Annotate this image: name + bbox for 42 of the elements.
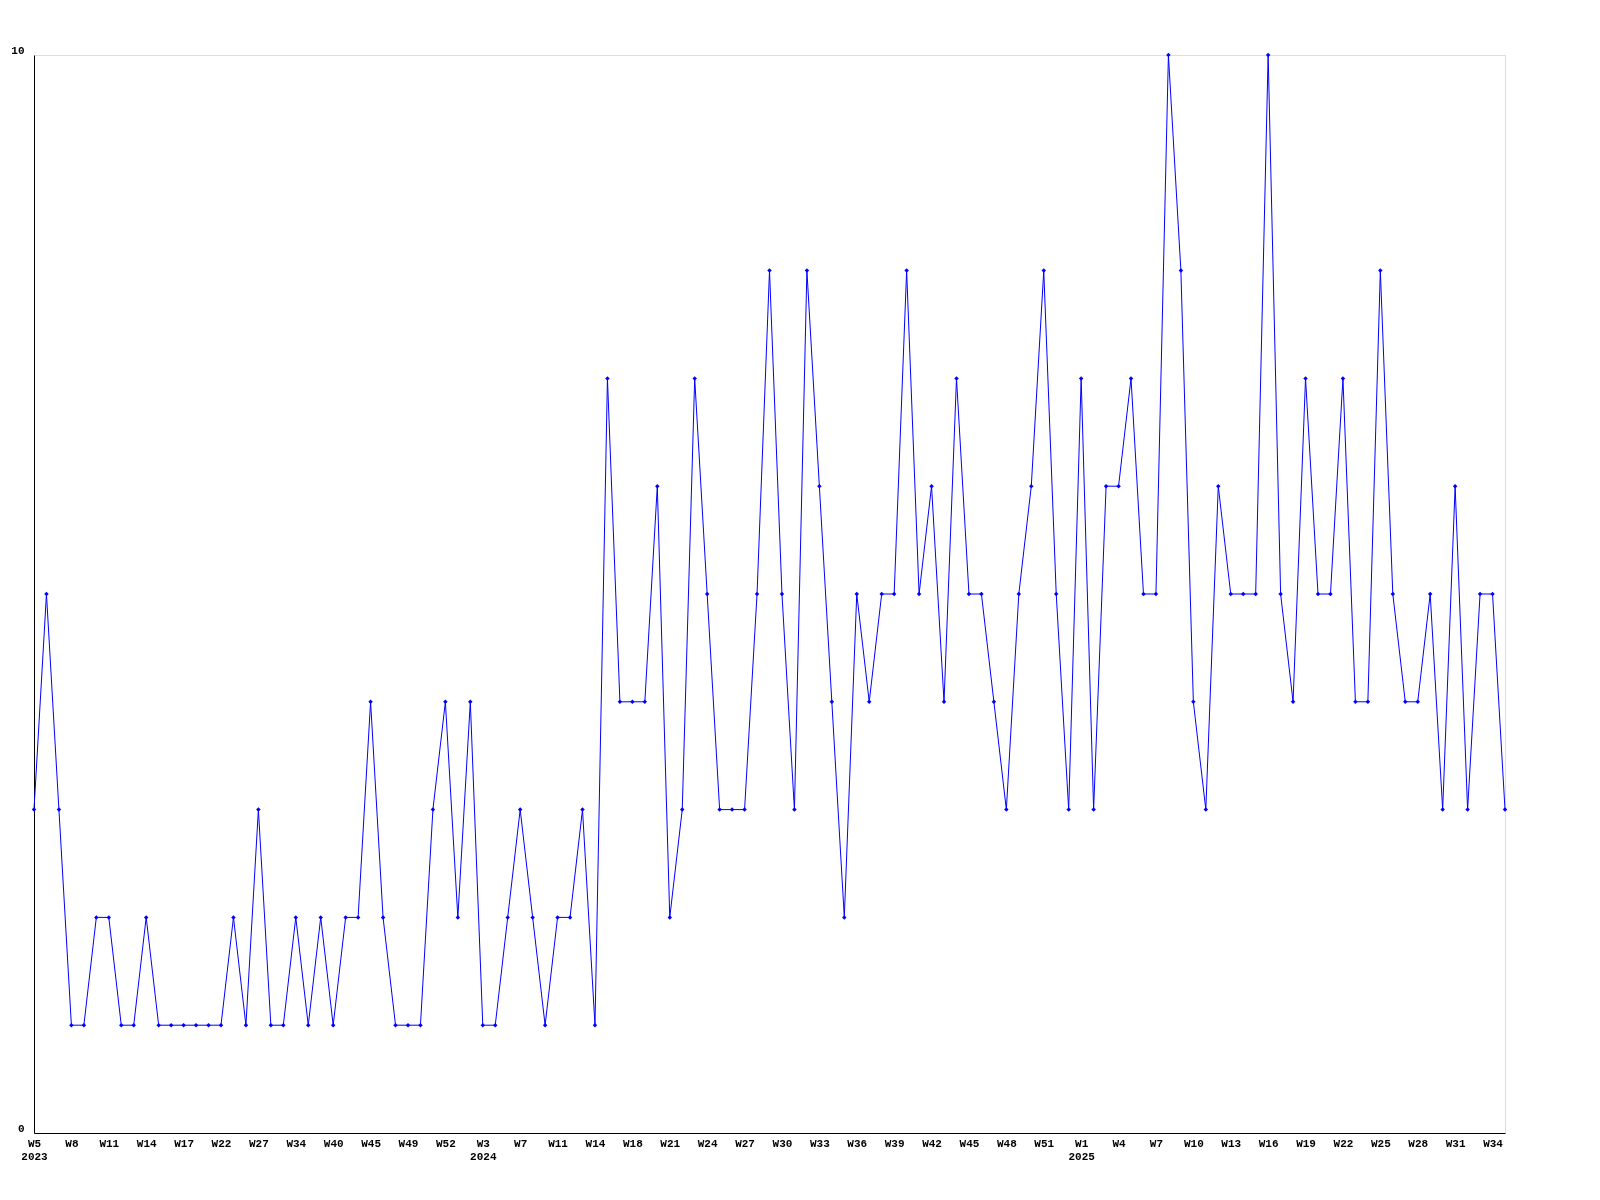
x-tick-label: W30 — [772, 1137, 793, 1150]
x-tick-label: W1 2025 — [1068, 1137, 1096, 1163]
x-tick-label: W34 — [286, 1137, 307, 1150]
x-tick-label: W45 — [959, 1137, 980, 1150]
x-tick-label: W40 — [323, 1137, 344, 1150]
x-tick-label: W39 — [884, 1137, 905, 1150]
x-tick-label: W52 — [435, 1137, 456, 1150]
x-tick-label: W48 — [996, 1137, 1018, 1150]
x-tick-label: W11 — [548, 1137, 569, 1150]
x-tick-label: W24 — [697, 1137, 718, 1150]
x-tick-label: W7 — [514, 1137, 528, 1150]
x-tick-label: W4 — [1112, 1137, 1127, 1150]
x-tick-label: W21 — [660, 1137, 681, 1150]
x-tick-label: W19 — [1296, 1137, 1316, 1150]
x-tick-label: W11 — [99, 1137, 120, 1150]
x-tick-label: W13 — [1221, 1137, 1242, 1150]
x-tick-label: W31 — [1445, 1137, 1466, 1150]
x-tick-label: W3 2024 — [470, 1137, 497, 1163]
x-tick-label: W34 — [1483, 1137, 1504, 1150]
x-tick-label: W45 — [361, 1137, 382, 1150]
x-tick-label: W14 — [136, 1137, 157, 1150]
x-tick-label: W33 — [809, 1137, 831, 1150]
x-tick-label: W17 — [174, 1137, 194, 1150]
y-tick-label: 10 — [11, 44, 25, 57]
x-tick-label: W14 — [585, 1137, 606, 1150]
x-tick-label: W18 — [622, 1137, 644, 1150]
x-tick-label: W27 — [248, 1137, 269, 1150]
x-tick-label: W8 — [65, 1137, 79, 1150]
x-tick-label: W22 — [211, 1137, 232, 1150]
x-tick-label: W7 — [1149, 1137, 1164, 1150]
x-tick-label: W27 — [735, 1137, 755, 1150]
x-tick-label: W28 — [1408, 1137, 1429, 1150]
x-tick-label: W51 — [1034, 1137, 1055, 1150]
x-tick-label: W22 — [1333, 1137, 1354, 1150]
x-tick-label: W5 2023 — [21, 1137, 49, 1163]
x-tick-label: W16 — [1258, 1137, 1279, 1150]
x-tick-label: W25 — [1370, 1137, 1392, 1150]
y-tick-label: 0 — [17, 1122, 25, 1135]
x-tick-label: W10 — [1183, 1137, 1204, 1150]
x-tick-label: W42 — [922, 1137, 942, 1150]
x-tick-label: W36 — [847, 1137, 868, 1150]
x-tick-label: W49 — [398, 1137, 419, 1150]
